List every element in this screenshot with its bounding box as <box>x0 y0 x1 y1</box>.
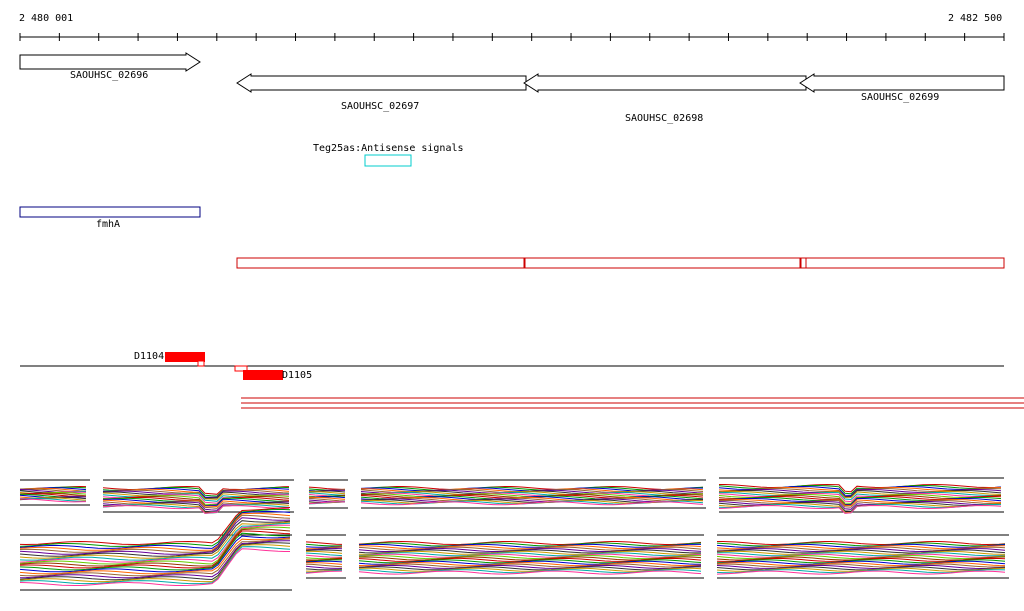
antisense-label: Teg25as:Antisense signals <box>313 143 464 154</box>
fmha-box[interactable] <box>19 206 201 218</box>
gene-SAOUHSC_02697-arrow[interactable] <box>236 73 527 93</box>
probe-D1105-bar[interactable] <box>243 370 283 380</box>
transcript-track <box>236 257 1005 269</box>
ruler-end-label: 2 482 500 <box>948 13 1003 24</box>
probe-D1104-bar[interactable] <box>165 352 205 362</box>
gene-label-SAOUHSC_02699: SAOUHSC_02699 <box>861 92 940 103</box>
probe-D1104-link <box>197 360 205 367</box>
probe-label-D1105: D1105 <box>282 370 313 381</box>
transcript-box[interactable] <box>236 257 525 269</box>
ruler-start-label: 2 480 001 <box>19 13 74 24</box>
transcript-box[interactable] <box>524 257 801 269</box>
transcript-box[interactable] <box>800 257 807 269</box>
probe-D1105-link <box>234 365 248 372</box>
gene-label-SAOUHSC_02696: SAOUHSC_02696 <box>70 70 149 81</box>
probe-label-D1104: D1104 <box>134 351 165 362</box>
gene-label-SAOUHSC_02698: SAOUHSC_02698 <box>625 113 704 124</box>
antisense-signal-box[interactable] <box>364 154 412 167</box>
gene-SAOUHSC_02699-arrow[interactable] <box>799 73 1005 93</box>
gene-SAOUHSC_02696-arrow[interactable] <box>19 52 201 72</box>
gene-SAOUHSC_02698-arrow[interactable] <box>523 73 807 93</box>
transcript-box[interactable] <box>805 257 1005 269</box>
fmha-label: fmhA <box>96 219 121 230</box>
gene-label-SAOUHSC_02697: SAOUHSC_02697 <box>341 101 420 112</box>
expression-profiles <box>19 477 1009 591</box>
ruler-axis <box>19 33 1005 41</box>
